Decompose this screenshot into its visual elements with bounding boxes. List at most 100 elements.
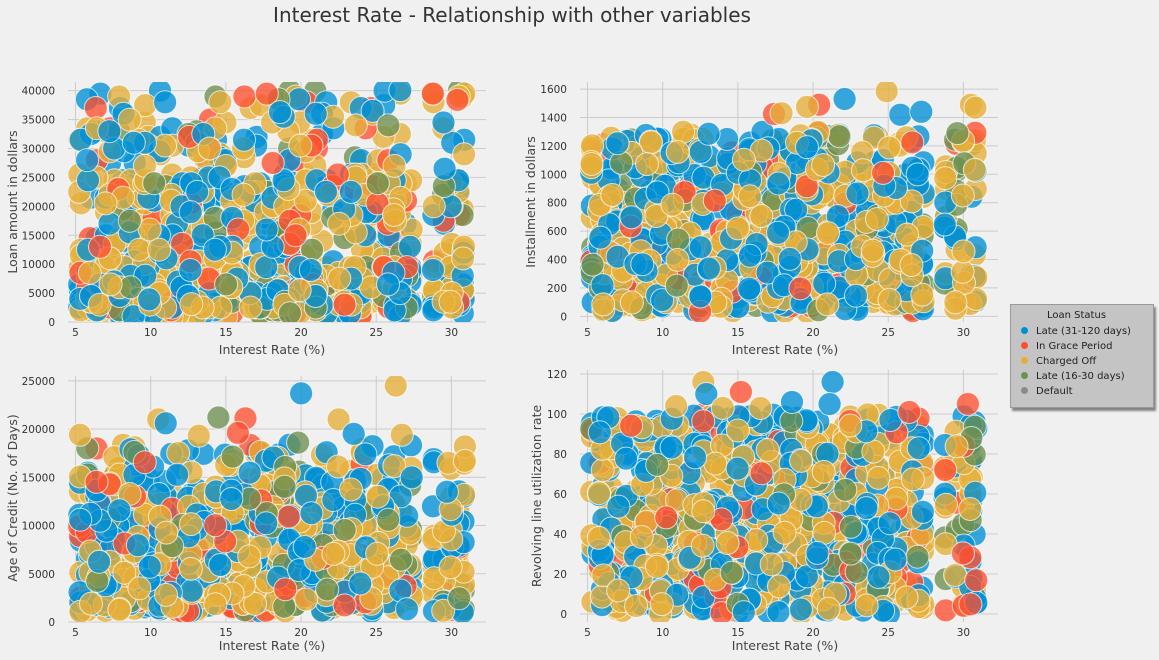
y-tick-label: 1200	[540, 141, 567, 153]
y-tick-label: 15000	[22, 230, 55, 242]
y-axis-label: Loan amount in dollars	[5, 130, 20, 273]
scatter-point	[794, 564, 819, 589]
scatter-point	[619, 290, 644, 315]
y-tick-label: 0	[560, 609, 567, 621]
x-tick-label: 15	[731, 627, 744, 639]
scatter-point	[137, 217, 162, 242]
scatter-point	[772, 520, 797, 545]
scatter-point	[725, 216, 750, 241]
scatter-point	[243, 591, 268, 616]
scatter-point	[899, 189, 924, 214]
y-tick-label: 80	[554, 449, 567, 461]
scatter-point	[731, 600, 756, 622]
y-axis-label: Revolving line utilization rate	[529, 405, 544, 588]
scatter-point	[219, 487, 244, 511]
scatter-point	[766, 491, 791, 516]
scatter-point	[445, 87, 470, 112]
x-axis-label: Interest Rate (%)	[732, 638, 838, 653]
scatter-point	[805, 540, 830, 565]
scatter-point	[276, 504, 301, 529]
scatter-point	[606, 494, 631, 519]
scatter-point	[432, 156, 457, 181]
scatter-point	[630, 252, 655, 277]
scatter-point	[688, 284, 713, 309]
subplot-installment: 5 10 15 20 25 30 0 200 400 600 800 1000 1200 1400 1600…	[523, 82, 998, 357]
scatter-point	[865, 207, 889, 231]
scatter-point	[587, 481, 612, 506]
scatter-point	[845, 181, 870, 206]
scatter-point	[271, 168, 296, 193]
y-tick-label: 60	[554, 489, 567, 501]
scatter-point	[75, 148, 100, 173]
legend-entry-charged-off: Charged Off	[1021, 355, 1096, 369]
scatter-point	[88, 234, 112, 259]
scatter-point	[137, 287, 162, 312]
scatter-point	[767, 574, 791, 599]
scatter-point	[325, 162, 350, 187]
scatter-point	[382, 454, 407, 479]
scatter-point	[683, 445, 708, 470]
scatter-point	[950, 183, 975, 208]
scatter-point	[955, 392, 980, 416]
scatter-point	[83, 96, 108, 120]
scatter-point	[731, 147, 756, 172]
scatter-point	[268, 100, 292, 125]
scatter-point	[851, 158, 875, 183]
scatter-point	[838, 541, 863, 566]
scatter-point	[934, 492, 958, 517]
scatter-point	[332, 593, 357, 618]
scatter-point	[421, 194, 446, 219]
scatter-point	[343, 113, 368, 138]
scatter-point	[820, 370, 845, 394]
y-tick-label: 10000	[22, 521, 55, 533]
scatter-point	[98, 272, 123, 297]
y-tick-label: 5000	[28, 288, 55, 300]
scatter-point	[125, 533, 150, 558]
legend-entry-in-grace-period: In Grace Period	[1021, 340, 1112, 354]
scatter-point	[383, 376, 408, 398]
y-tick-label: 10000	[22, 259, 55, 271]
scatter-point	[910, 499, 935, 524]
scatter-point	[283, 223, 308, 248]
scatter-point	[719, 560, 744, 585]
scatter-point	[420, 258, 445, 282]
scatter-point	[203, 592, 228, 617]
scatter-point	[749, 461, 774, 486]
scatter-points	[580, 82, 989, 322]
scatter-point	[888, 102, 913, 127]
y-tick-label: 1600	[540, 84, 567, 96]
scatter-point	[434, 479, 459, 504]
scatter-point	[179, 292, 204, 317]
legend-label: Default	[1036, 386, 1073, 397]
x-tick-label: 30	[445, 327, 458, 339]
legend-marker-icon	[1021, 386, 1028, 394]
scatter-point	[153, 133, 177, 158]
x-tick-label: 30	[445, 627, 458, 639]
scatter-point	[715, 531, 740, 555]
scatter-point	[944, 434, 969, 459]
scatter-point	[197, 136, 222, 161]
scatter-point	[117, 208, 142, 233]
scatter-point	[784, 197, 809, 222]
legend-entry-late-31-120: Late (31-120 days)	[1021, 325, 1131, 339]
scatter-point	[702, 188, 727, 213]
y-axis-label: Installment in dollars	[523, 136, 538, 268]
scatter-point	[795, 94, 819, 119]
scatter-point	[376, 272, 400, 297]
scatter-point	[431, 598, 456, 622]
scatter-point	[254, 255, 279, 280]
scatter-point	[749, 204, 774, 229]
scatter-point	[326, 407, 351, 432]
scatter-point	[945, 121, 970, 146]
legend-marker-icon	[1021, 326, 1028, 334]
scatter-point	[260, 151, 285, 175]
scatter-point	[629, 525, 654, 549]
x-tick-label: 15	[731, 327, 744, 339]
scatter-point	[137, 554, 162, 579]
scatter-point	[321, 488, 346, 512]
scatter-point	[341, 421, 366, 446]
scatter-point	[237, 544, 262, 569]
scatter-point	[748, 396, 773, 420]
scatter-point	[273, 577, 298, 602]
scatter-point	[382, 203, 406, 227]
